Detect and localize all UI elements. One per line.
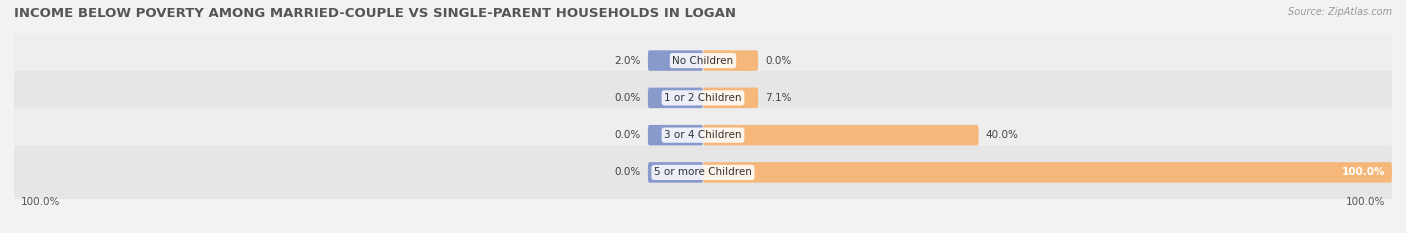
Text: 0.0%: 0.0% — [765, 56, 792, 65]
Text: 100.0%: 100.0% — [1346, 197, 1385, 207]
FancyBboxPatch shape — [703, 88, 758, 108]
FancyBboxPatch shape — [14, 34, 1392, 87]
Text: 3 or 4 Children: 3 or 4 Children — [664, 130, 742, 140]
FancyBboxPatch shape — [14, 71, 1392, 124]
FancyBboxPatch shape — [14, 146, 1392, 199]
Text: Source: ZipAtlas.com: Source: ZipAtlas.com — [1288, 7, 1392, 17]
FancyBboxPatch shape — [648, 88, 703, 108]
FancyBboxPatch shape — [703, 125, 979, 145]
Text: 7.1%: 7.1% — [765, 93, 792, 103]
FancyBboxPatch shape — [648, 50, 703, 71]
Text: 40.0%: 40.0% — [986, 130, 1018, 140]
Text: 100.0%: 100.0% — [1341, 168, 1385, 177]
Text: 1 or 2 Children: 1 or 2 Children — [664, 93, 742, 103]
Text: 0.0%: 0.0% — [614, 93, 641, 103]
FancyBboxPatch shape — [648, 162, 703, 183]
FancyBboxPatch shape — [648, 125, 703, 145]
Text: INCOME BELOW POVERTY AMONG MARRIED-COUPLE VS SINGLE-PARENT HOUSEHOLDS IN LOGAN: INCOME BELOW POVERTY AMONG MARRIED-COUPL… — [14, 7, 737, 20]
Text: 0.0%: 0.0% — [614, 168, 641, 177]
FancyBboxPatch shape — [703, 162, 1392, 183]
FancyBboxPatch shape — [14, 109, 1392, 162]
Text: No Children: No Children — [672, 56, 734, 65]
Text: 0.0%: 0.0% — [614, 130, 641, 140]
Text: 2.0%: 2.0% — [614, 56, 641, 65]
Text: 5 or more Children: 5 or more Children — [654, 168, 752, 177]
Text: 100.0%: 100.0% — [21, 197, 60, 207]
FancyBboxPatch shape — [703, 50, 758, 71]
